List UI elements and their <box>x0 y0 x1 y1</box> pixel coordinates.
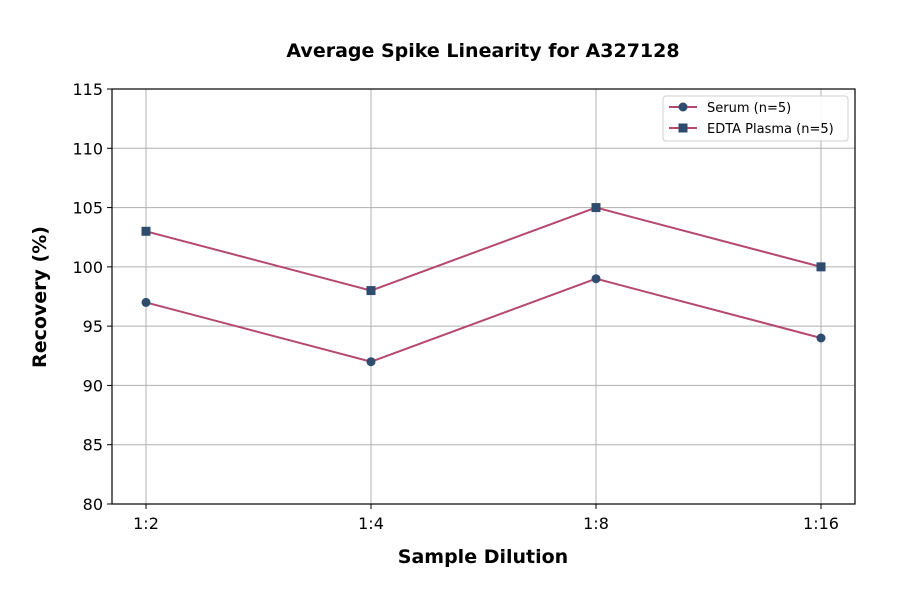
data-point <box>366 357 376 367</box>
x-tick-label: 1:4 <box>358 514 384 533</box>
legend-marker <box>678 123 688 133</box>
data-point <box>816 333 826 343</box>
x-tick-label: 1:16 <box>803 514 839 533</box>
y-tick-label: 115 <box>72 80 103 99</box>
data-point <box>141 226 151 236</box>
y-tick-label: 85 <box>83 436 103 455</box>
legend-label: EDTA Plasma (n=5) <box>707 122 834 137</box>
legend-label: Serum (n=5) <box>707 101 791 116</box>
legend-marker <box>678 102 688 112</box>
series-line <box>145 206 822 292</box>
data-point <box>816 262 826 272</box>
y-tick-label: 90 <box>83 376 103 395</box>
x-tick-label: 1:8 <box>583 514 609 533</box>
data-point <box>591 274 601 284</box>
data-point <box>591 203 601 213</box>
y-axis-label: Recovery (%) <box>29 226 51 368</box>
x-axis-label: Sample Dilution <box>398 546 568 568</box>
x-tick-label: 1:2 <box>133 514 159 533</box>
y-tick-label: 80 <box>83 495 103 514</box>
y-tick-label: 110 <box>72 139 103 158</box>
series-line <box>145 277 822 363</box>
plot-frame <box>111 88 856 505</box>
data-point <box>141 297 151 307</box>
y-tick-label: 105 <box>72 199 103 218</box>
data-point <box>366 286 376 296</box>
chart-title: Average Spike Linearity for A327128 <box>286 40 679 62</box>
y-tick-label: 100 <box>72 258 103 277</box>
y-tick-label: 95 <box>83 317 103 336</box>
legend-box <box>662 95 849 142</box>
